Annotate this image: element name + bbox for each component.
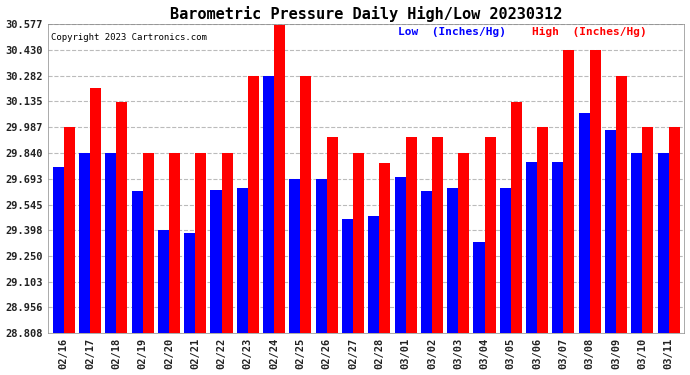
Bar (237, 188, 248, 333)
Bar (210, 190, 221, 333)
Bar (248, 76, 259, 333)
Bar (631, 153, 642, 333)
Text: Copyright 2023 Cartronics.com: Copyright 2023 Cartronics.com (51, 33, 207, 42)
Bar (395, 177, 406, 333)
Bar (263, 76, 274, 333)
Text: High  (Inches/Hg): High (Inches/Hg) (532, 27, 647, 37)
Bar (605, 130, 616, 333)
Bar (458, 153, 469, 333)
Bar (158, 230, 169, 333)
Bar (327, 137, 338, 333)
Bar (300, 76, 311, 333)
Bar (484, 137, 495, 333)
Text: Low  (Inches/Hg): Low (Inches/Hg) (398, 27, 506, 37)
Bar (473, 242, 484, 333)
Bar (353, 153, 364, 333)
Bar (221, 153, 233, 333)
Bar (579, 113, 590, 333)
Bar (564, 50, 575, 333)
Bar (406, 137, 417, 333)
Bar (526, 162, 537, 333)
Bar (117, 102, 128, 333)
Bar (195, 153, 206, 333)
Bar (79, 153, 90, 333)
Bar (432, 137, 443, 333)
Bar (132, 191, 143, 333)
Bar (169, 153, 180, 333)
Bar (274, 26, 285, 333)
Bar (342, 219, 353, 333)
Bar (447, 188, 458, 333)
Title: Barometric Pressure Daily High/Low 20230312: Barometric Pressure Daily High/Low 20230… (170, 6, 562, 21)
Bar (52, 167, 63, 333)
Bar (143, 153, 154, 333)
Bar (590, 50, 601, 333)
Bar (616, 76, 627, 333)
Bar (90, 88, 101, 333)
Bar (642, 127, 653, 333)
Bar (289, 179, 300, 333)
Bar (500, 188, 511, 333)
Bar (368, 216, 380, 333)
Bar (380, 164, 391, 333)
Bar (537, 127, 548, 333)
Bar (184, 233, 195, 333)
Bar (553, 162, 564, 333)
Bar (669, 127, 680, 333)
Bar (316, 179, 327, 333)
Bar (106, 153, 117, 333)
Bar (511, 102, 522, 333)
Bar (658, 153, 669, 333)
Bar (421, 191, 432, 333)
Bar (63, 127, 75, 333)
